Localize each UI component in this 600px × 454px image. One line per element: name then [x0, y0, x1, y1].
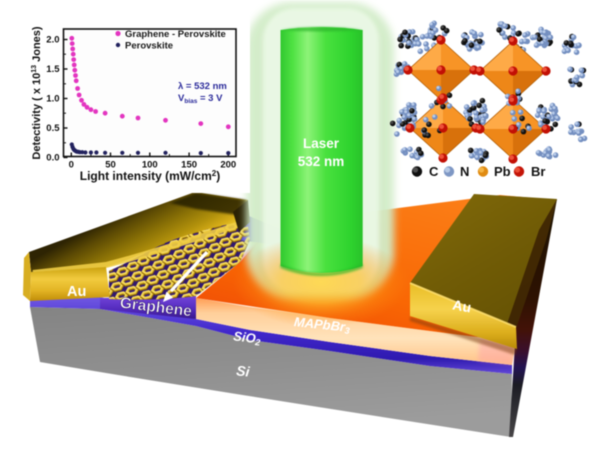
svg-text:SiO2: SiO2 — [232, 328, 261, 347]
svg-text:0: 0 — [69, 160, 74, 171]
svg-text:0.0: 0.0 — [46, 153, 59, 164]
svg-text:200: 200 — [220, 160, 236, 171]
svg-text:Graphene - Perovskite: Graphene - Perovskite — [125, 29, 226, 40]
svg-text:Light intensity (mW/cm2): Light intensity (mW/cm2) — [80, 169, 220, 183]
svg-text:Detectivity ( x 1013 Jones): Detectivity ( x 1013 Jones) — [31, 26, 43, 159]
svg-text:Br: Br — [531, 164, 545, 179]
svg-text:2.0: 2.0 — [46, 35, 59, 46]
svg-text:1.5: 1.5 — [46, 64, 60, 75]
svg-text:50: 50 — [105, 160, 116, 171]
svg-text:0.5: 0.5 — [46, 123, 60, 134]
svg-text:1.0: 1.0 — [46, 94, 59, 105]
svg-text:100: 100 — [142, 160, 158, 171]
svg-text:150: 150 — [181, 160, 197, 171]
svg-text:Si: Si — [236, 362, 252, 379]
svg-text:Au: Au — [451, 297, 472, 316]
svg-text:Perovskite: Perovskite — [125, 41, 173, 52]
svg-text:Au: Au — [67, 284, 86, 300]
svg-text:Pb: Pb — [494, 164, 511, 179]
svg-text:Laser: Laser — [303, 136, 340, 151]
svg-text:C: C — [429, 164, 439, 179]
svg-text:532 nm: 532 nm — [298, 154, 345, 169]
svg-text:λ = 532 nm: λ = 532 nm — [178, 81, 227, 92]
svg-text:MAPbBr3: MAPbBr3 — [293, 314, 351, 336]
svg-text:N: N — [460, 164, 469, 179]
